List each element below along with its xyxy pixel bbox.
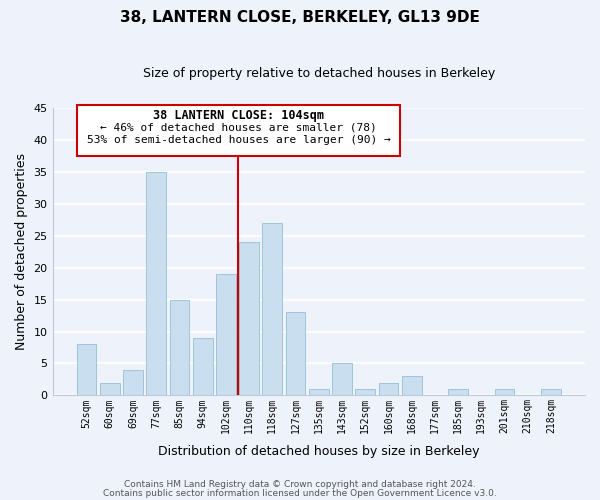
Bar bbox=[402, 376, 422, 396]
Bar bbox=[541, 389, 561, 396]
Bar bbox=[332, 364, 352, 396]
Text: ← 46% of detached houses are smaller (78): ← 46% of detached houses are smaller (78… bbox=[100, 122, 377, 132]
Bar bbox=[100, 382, 119, 396]
Bar bbox=[286, 312, 305, 396]
Text: 53% of semi-detached houses are larger (90) →: 53% of semi-detached houses are larger (… bbox=[87, 135, 391, 145]
Bar bbox=[379, 382, 398, 396]
FancyBboxPatch shape bbox=[77, 105, 400, 156]
Y-axis label: Number of detached properties: Number of detached properties bbox=[15, 153, 28, 350]
Bar bbox=[355, 389, 375, 396]
Bar bbox=[448, 389, 468, 396]
Text: Contains public sector information licensed under the Open Government Licence v3: Contains public sector information licen… bbox=[103, 490, 497, 498]
Bar bbox=[216, 274, 236, 396]
Title: Size of property relative to detached houses in Berkeley: Size of property relative to detached ho… bbox=[143, 68, 495, 80]
Bar bbox=[193, 338, 212, 396]
Bar bbox=[239, 242, 259, 396]
Text: 38, LANTERN CLOSE, BERKELEY, GL13 9DE: 38, LANTERN CLOSE, BERKELEY, GL13 9DE bbox=[120, 10, 480, 25]
Text: 38 LANTERN CLOSE: 104sqm: 38 LANTERN CLOSE: 104sqm bbox=[153, 110, 324, 122]
Bar bbox=[494, 389, 514, 396]
Text: Contains HM Land Registry data © Crown copyright and database right 2024.: Contains HM Land Registry data © Crown c… bbox=[124, 480, 476, 489]
Bar bbox=[77, 344, 97, 396]
X-axis label: Distribution of detached houses by size in Berkeley: Distribution of detached houses by size … bbox=[158, 444, 479, 458]
Bar bbox=[123, 370, 143, 396]
Bar bbox=[262, 223, 282, 396]
Bar bbox=[146, 172, 166, 396]
Bar bbox=[309, 389, 329, 396]
Bar bbox=[170, 300, 190, 396]
